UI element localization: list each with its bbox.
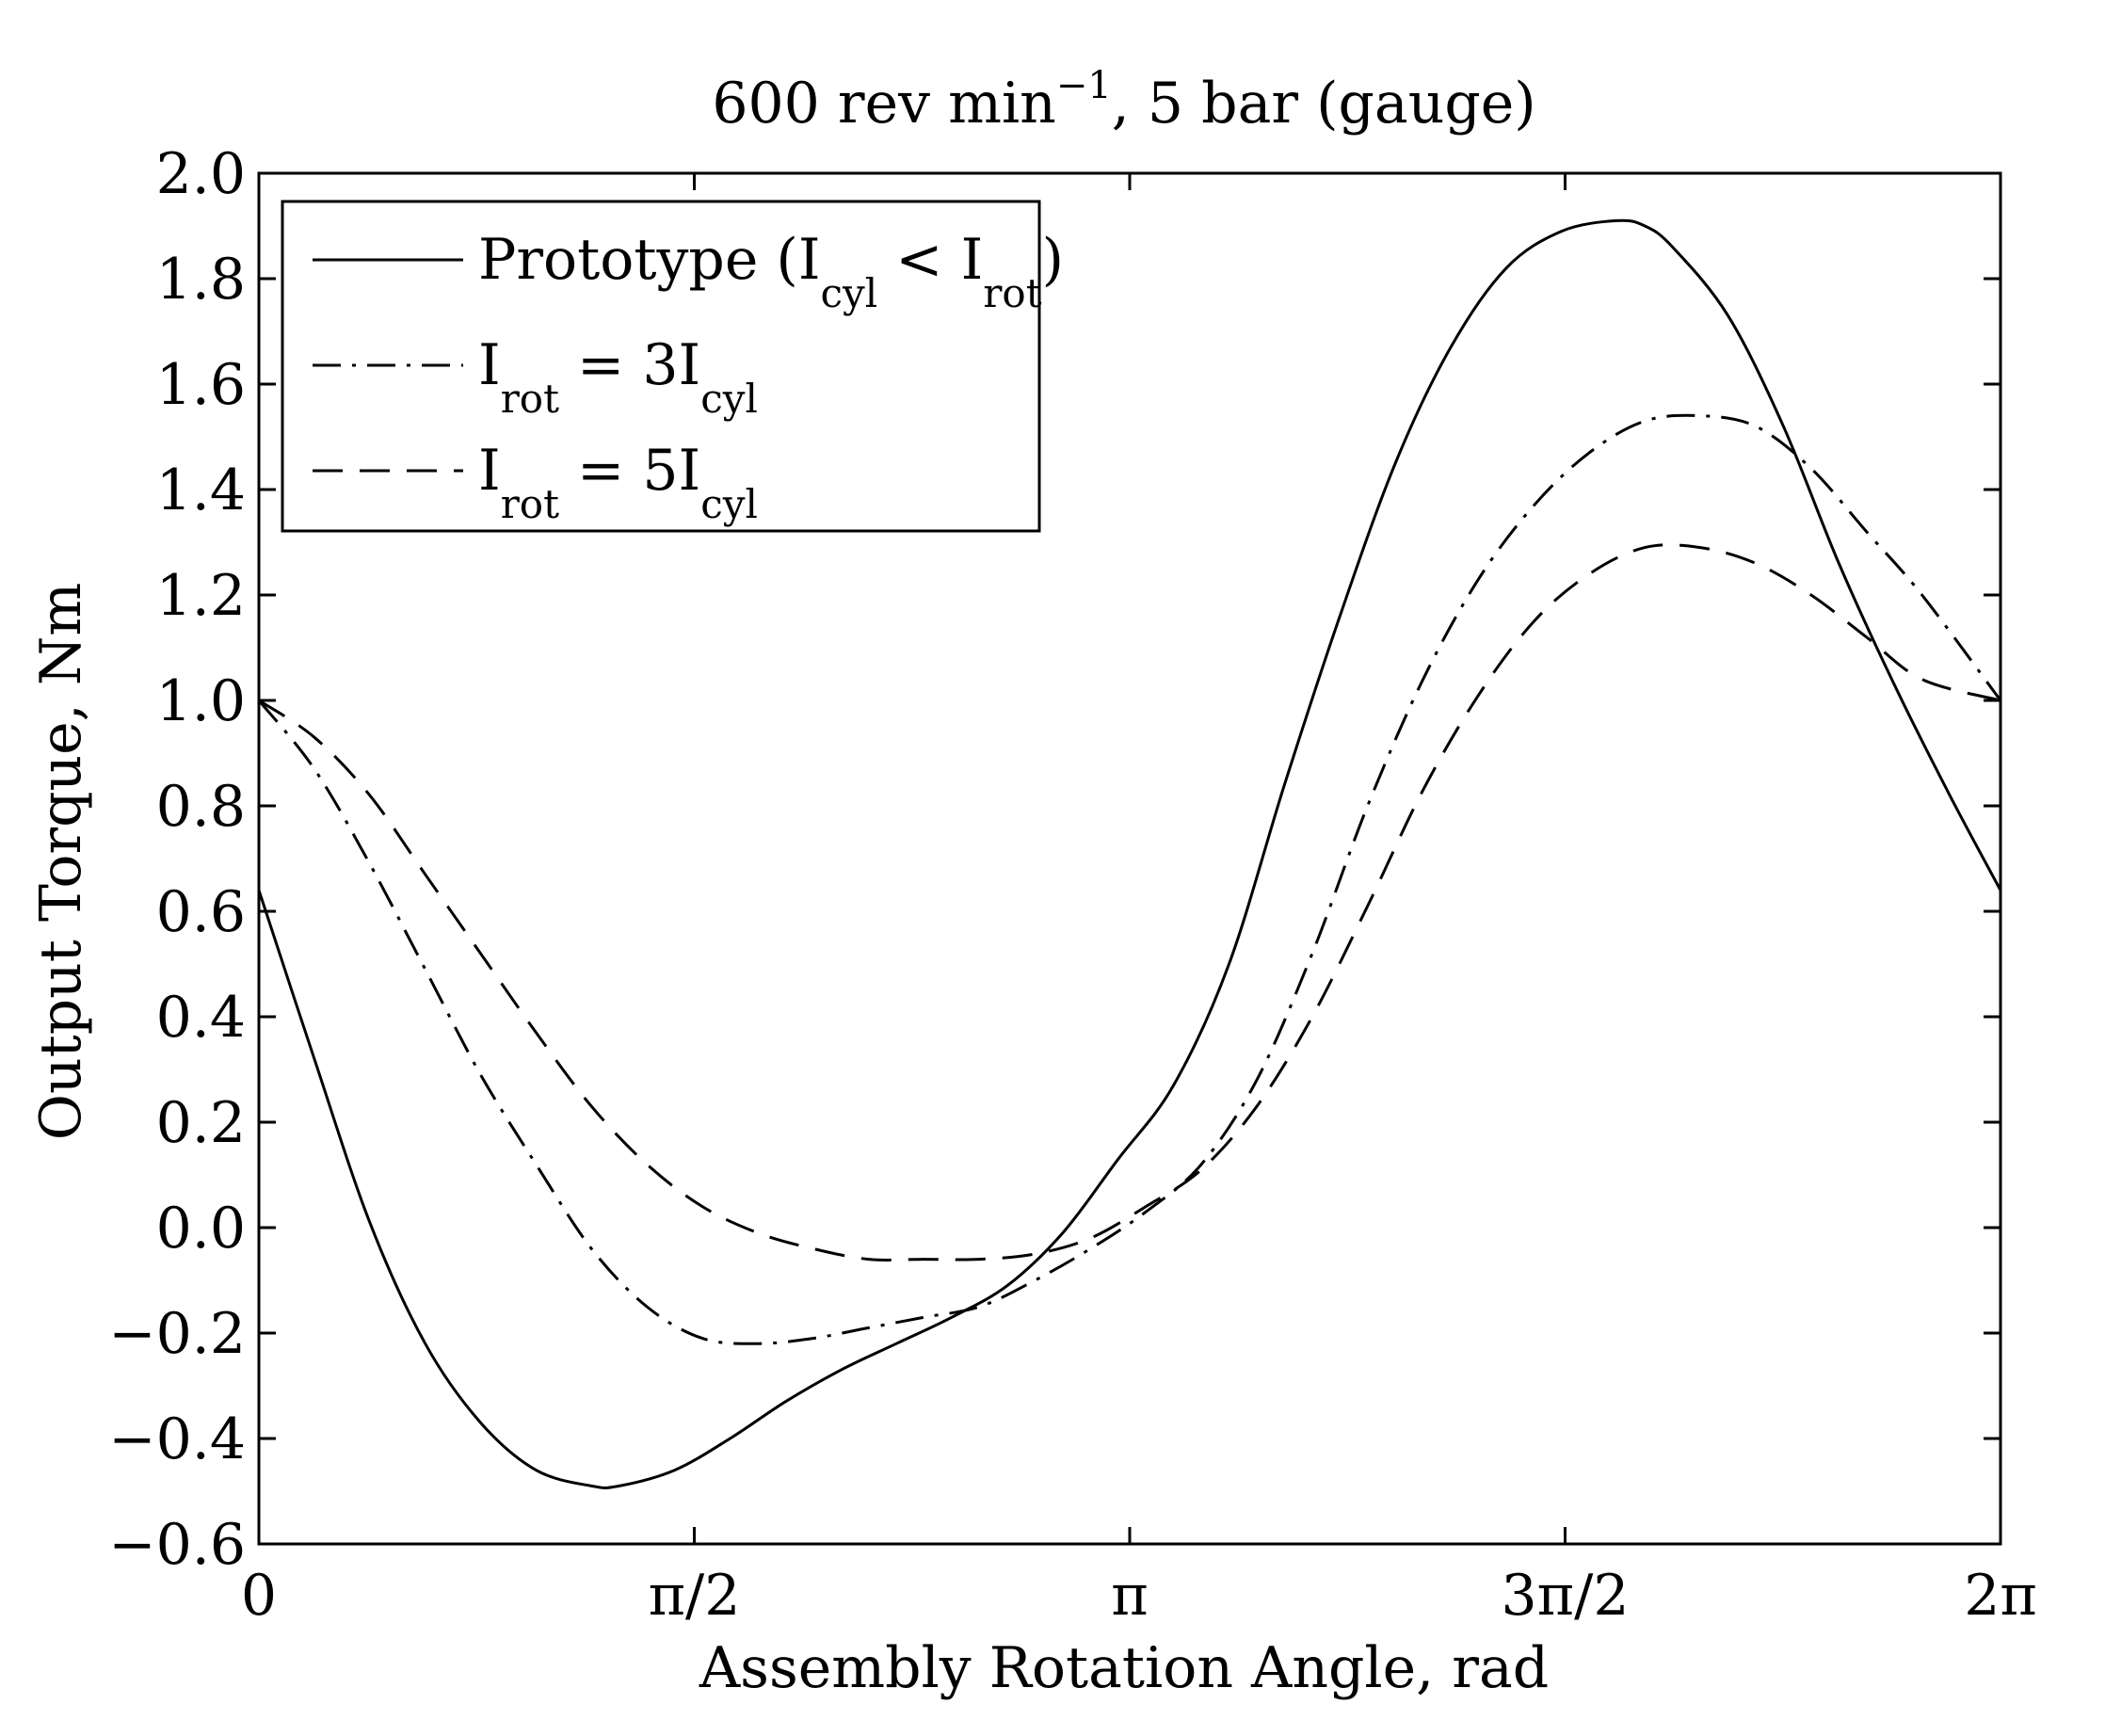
y-axis-title: Output Torque, Nm bbox=[28, 583, 94, 1140]
legend-subscript: rot bbox=[501, 376, 559, 422]
chart-title-superscript: −1 bbox=[1056, 64, 1112, 107]
series-line-1 bbox=[257, 218, 2002, 1489]
chart-title-suffix: , 5 bar (gauge) bbox=[1112, 71, 1536, 137]
series-layer bbox=[257, 218, 2002, 1489]
y-tick-label: 0.2 bbox=[156, 1090, 246, 1156]
y-tick-label: 1.8 bbox=[156, 247, 246, 313]
legend-text-part: = 3I bbox=[559, 332, 700, 398]
y-tick-label: 1.4 bbox=[156, 458, 246, 523]
y-tick-label: 0.6 bbox=[156, 879, 246, 945]
y-tick-label: 0.8 bbox=[156, 774, 246, 840]
legend-text-part: = 5I bbox=[559, 438, 700, 504]
legend-subscript: cyl bbox=[821, 270, 878, 316]
x-axis-ticks: 0 π/2 π 3π/2 2π bbox=[241, 173, 2037, 1629]
y-tick-label: 0.4 bbox=[156, 985, 246, 1051]
chart-title-base: 600 rev min bbox=[712, 71, 1055, 137]
y-tick-label: −0.4 bbox=[108, 1406, 246, 1472]
legend: Prototype (Icyl < Irot)Irot = 3IcylIrot … bbox=[281, 200, 1064, 533]
legend-text-part: Prototype (I bbox=[478, 227, 821, 293]
legend-text-part: < I bbox=[877, 227, 983, 293]
legend-subscript: cyl bbox=[700, 376, 758, 422]
y-tick-label: 1.6 bbox=[156, 352, 246, 418]
x-tick-label: π/2 bbox=[649, 1563, 741, 1629]
legend-label-1: Prototype (Icyl < Irot) bbox=[478, 227, 1064, 316]
x-axis-title: Assembly Rotation Angle, rad bbox=[699, 1635, 1549, 1701]
y-tick-label: −0.6 bbox=[108, 1512, 246, 1578]
legend-text-part: I bbox=[478, 332, 501, 398]
y-tick-label: 1.2 bbox=[156, 563, 246, 629]
legend-text-part: ) bbox=[1042, 227, 1064, 293]
legend-text-part: I bbox=[478, 438, 501, 504]
x-tick-label: 3π/2 bbox=[1502, 1563, 1630, 1629]
y-axis-ticks: −0.6 −0.4 −0.2 0.0 0.2 0.4 0.6 0.8 1.0 1.2 1.4 1.6 1… bbox=[108, 141, 2001, 1578]
x-tick-label: 2π bbox=[1964, 1563, 2037, 1629]
y-tick-label: 0.0 bbox=[156, 1196, 246, 1262]
y-tick-label: 2.0 bbox=[156, 141, 246, 207]
legend-subscript: rot bbox=[501, 481, 559, 527]
y-tick-label: −0.2 bbox=[108, 1301, 246, 1367]
y-tick-label: 1.0 bbox=[156, 668, 246, 734]
series-line-3 bbox=[258, 543, 2001, 1262]
legend-label-2: Irot = 3Icyl bbox=[478, 332, 758, 422]
legend-subscript: cyl bbox=[700, 481, 758, 527]
legend-label-3: Irot = 5Icyl bbox=[478, 438, 758, 527]
chart-title: 600 rev min−1, 5 bar (gauge) bbox=[712, 64, 1535, 137]
x-tick-label: 0 bbox=[241, 1563, 277, 1629]
series-line-2 bbox=[257, 413, 2002, 1345]
legend-subscript: rot bbox=[983, 270, 1041, 316]
x-tick-label: π bbox=[1111, 1563, 1148, 1629]
